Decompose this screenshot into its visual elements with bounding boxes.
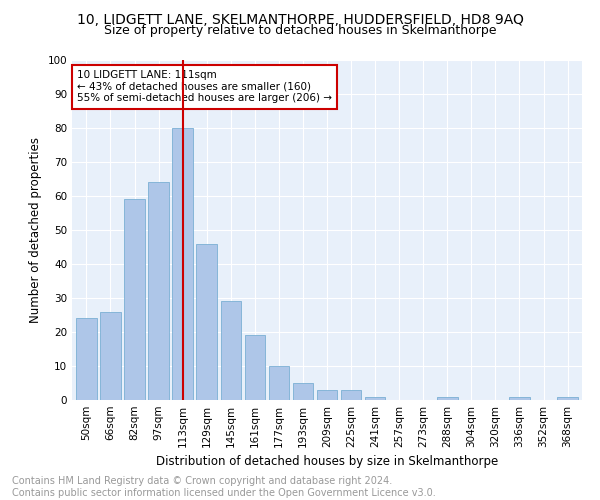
Bar <box>341 390 361 400</box>
Bar <box>196 244 217 400</box>
Bar <box>365 396 385 400</box>
Text: Size of property relative to detached houses in Skelmanthorpe: Size of property relative to detached ho… <box>104 24 496 37</box>
Bar <box>317 390 337 400</box>
Text: 10, LIDGETT LANE, SKELMANTHORPE, HUDDERSFIELD, HD8 9AQ: 10, LIDGETT LANE, SKELMANTHORPE, HUDDERS… <box>77 12 523 26</box>
Bar <box>124 200 145 400</box>
Bar <box>437 396 458 400</box>
Bar <box>557 396 578 400</box>
Bar <box>269 366 289 400</box>
Bar <box>509 396 530 400</box>
Text: 10 LIDGETT LANE: 111sqm
← 43% of detached houses are smaller (160)
55% of semi-d: 10 LIDGETT LANE: 111sqm ← 43% of detache… <box>77 70 332 103</box>
Bar <box>100 312 121 400</box>
Bar <box>221 302 241 400</box>
Bar <box>172 128 193 400</box>
Bar <box>293 383 313 400</box>
Bar <box>76 318 97 400</box>
Bar <box>148 182 169 400</box>
Y-axis label: Number of detached properties: Number of detached properties <box>29 137 42 323</box>
Text: Contains HM Land Registry data © Crown copyright and database right 2024.
Contai: Contains HM Land Registry data © Crown c… <box>12 476 436 498</box>
X-axis label: Distribution of detached houses by size in Skelmanthorpe: Distribution of detached houses by size … <box>156 456 498 468</box>
Bar <box>245 336 265 400</box>
